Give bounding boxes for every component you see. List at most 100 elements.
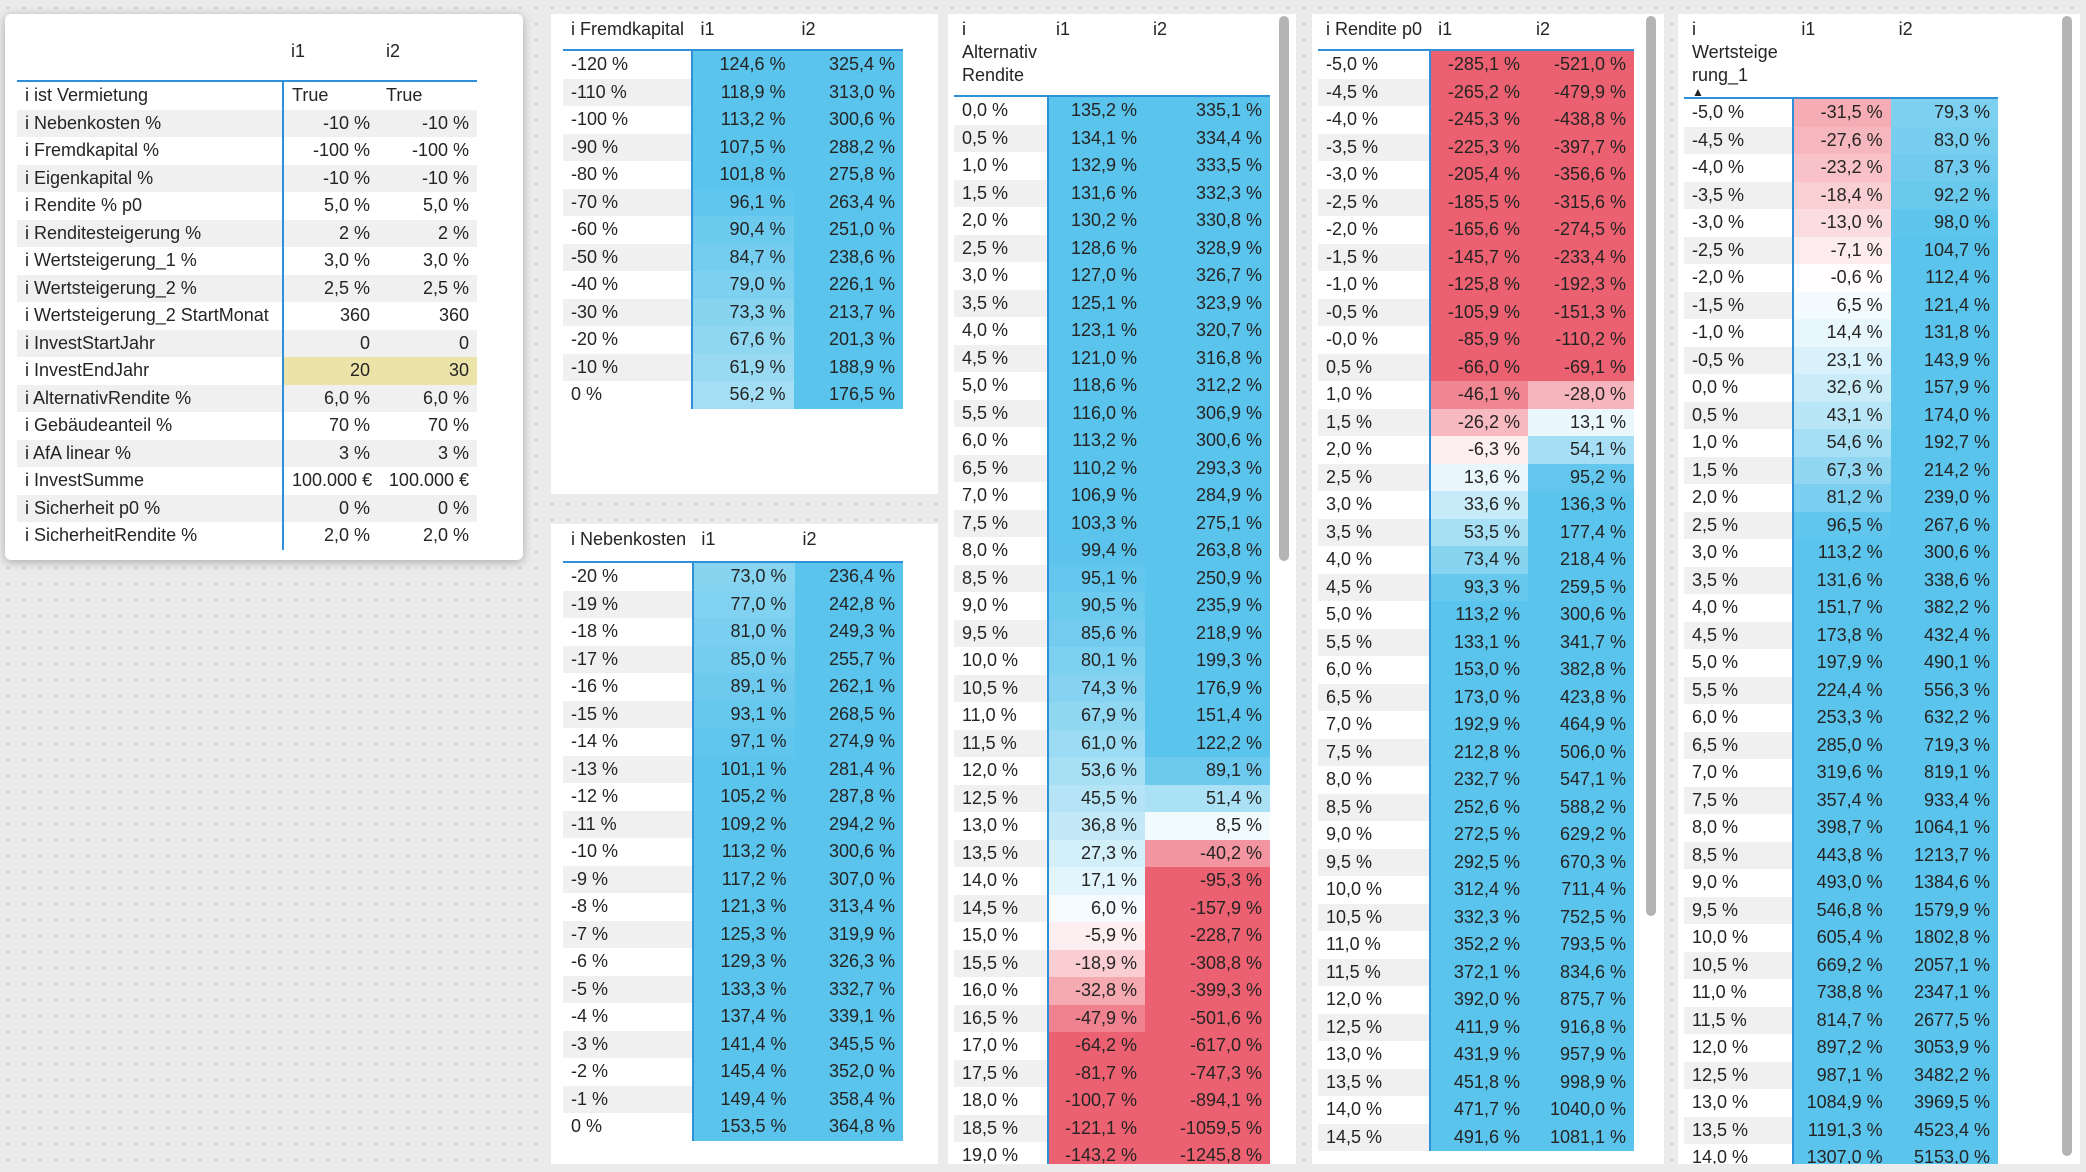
value-cell-i1[interactable]: 43,1 % (1793, 401, 1891, 429)
value-cell-i1[interactable]: 987,1 % (1793, 1061, 1891, 1089)
alternativ-header-i2[interactable]: i2 (1145, 14, 1270, 97)
value-cell-i1[interactable]: -5,9 % (1048, 922, 1145, 950)
value-cell-i2[interactable]: 249,3 % (794, 618, 903, 646)
value-cell-i2[interactable]: 916,8 % (1527, 1013, 1634, 1041)
value-cell-i1[interactable]: 84,7 % (692, 243, 794, 271)
value-cell-i1[interactable]: 149,4 % (693, 1085, 795, 1113)
value-cell-i2[interactable]: 326,3 % (794, 948, 903, 976)
value-cell-i1[interactable]: 252,6 % (1430, 793, 1528, 821)
value-cell-i1[interactable]: -26,2 % (1430, 408, 1528, 436)
value-cell-i2[interactable]: 326,7 % (1145, 262, 1270, 290)
value-cell-i2[interactable]: 339,1 % (794, 1003, 903, 1031)
value-cell-i2[interactable]: 259,5 % (1527, 573, 1634, 601)
value-cell-i2[interactable]: 275,1 % (1145, 509, 1270, 537)
value-cell-i2[interactable]: 267,6 % (1890, 511, 1998, 539)
params-value-i2[interactable]: -10 % (378, 164, 477, 192)
value-cell-i2[interactable]: 300,6 % (1890, 539, 1998, 567)
rendite-header-i2[interactable]: i2 (1527, 14, 1634, 51)
value-cell-i2[interactable]: 588,2 % (1527, 793, 1634, 821)
value-cell-i1[interactable]: -18,9 % (1048, 949, 1145, 977)
value-cell-i1[interactable]: 73,0 % (693, 562, 795, 591)
value-cell-i1[interactable]: -143,2 % (1048, 1142, 1145, 1164)
value-cell-i1[interactable]: 212,8 % (1430, 738, 1528, 766)
value-cell-i2[interactable]: 262,1 % (794, 673, 903, 701)
value-cell-i1[interactable]: 123,1 % (1048, 317, 1145, 345)
value-cell-i2[interactable]: 506,0 % (1527, 738, 1634, 766)
value-cell-i1[interactable]: 105,2 % (693, 783, 795, 811)
value-cell-i2[interactable]: 313,4 % (794, 893, 903, 921)
value-cell-i2[interactable]: 2057,1 % (1890, 951, 1998, 979)
value-cell-i2[interactable]: 300,6 % (1527, 601, 1634, 629)
value-cell-i2[interactable]: -151,3 % (1527, 298, 1634, 326)
value-cell-i2[interactable]: 3482,2 % (1890, 1061, 1998, 1089)
value-cell-i2[interactable]: 3969,5 % (1890, 1089, 1998, 1117)
value-cell-i2[interactable]: 143,9 % (1890, 346, 1998, 374)
value-cell-i1[interactable]: 110,2 % (1048, 454, 1145, 482)
value-cell-i2[interactable]: 382,8 % (1527, 656, 1634, 684)
fremdkapital-header-i2[interactable]: i2 (793, 14, 903, 51)
value-cell-i2[interactable]: 213,7 % (793, 298, 903, 326)
value-cell-i1[interactable]: 133,3 % (693, 975, 795, 1003)
value-cell-i2[interactable]: 293,3 % (1145, 454, 1270, 482)
params-value-i2[interactable]: True (386, 85, 423, 105)
value-cell-i2[interactable]: 334,4 % (1145, 124, 1270, 152)
value-cell-i2[interactable]: 177,4 % (1527, 518, 1634, 546)
value-cell-i2[interactable]: 263,4 % (793, 188, 903, 216)
value-cell-i2[interactable]: 176,5 % (793, 381, 903, 409)
nebenkosten-header-i1[interactable]: i1 (693, 524, 795, 563)
value-cell-i2[interactable]: 2347,1 % (1890, 979, 1998, 1007)
value-cell-i1[interactable]: 398,7 % (1793, 814, 1891, 842)
value-cell-i1[interactable]: 14,4 % (1793, 319, 1891, 347)
value-cell-i2[interactable]: 312,2 % (1145, 372, 1270, 400)
fremdkapital-header-i1[interactable]: i1 (692, 14, 794, 51)
value-cell-i2[interactable]: 793,5 % (1527, 931, 1634, 959)
value-cell-i1[interactable]: 33,6 % (1430, 491, 1528, 519)
value-cell-i2[interactable]: 834,6 % (1527, 958, 1634, 986)
value-cell-i1[interactable]: 669,2 % (1793, 951, 1891, 979)
value-cell-i1[interactable]: 27,3 % (1048, 839, 1145, 867)
value-cell-i2[interactable]: 136,3 % (1527, 491, 1634, 519)
value-cell-i2[interactable]: -1059,5 % (1145, 1114, 1270, 1142)
value-cell-i1[interactable]: 113,2 % (693, 838, 795, 866)
params-value-i2[interactable]: 2,5 % (378, 274, 477, 302)
value-cell-i1[interactable]: 61,0 % (1048, 729, 1145, 757)
wertsteigerung-panel[interactable]: i Wertsteige rung_1 ▲ i1 i2 -5,0 % -31,5 … (1678, 14, 2080, 1164)
value-cell-i2[interactable]: 51,4 % (1145, 784, 1270, 812)
value-cell-i1[interactable]: 97,1 % (693, 728, 795, 756)
value-cell-i1[interactable]: 90,5 % (1048, 592, 1145, 620)
value-cell-i1[interactable]: 99,4 % (1048, 537, 1145, 565)
value-cell-i2[interactable]: -747,3 % (1145, 1059, 1270, 1087)
value-cell-i2[interactable]: 1802,8 % (1890, 924, 1998, 952)
value-cell-i2[interactable]: 5153,0 % (1890, 1144, 1998, 1164)
value-cell-i2[interactable]: 338,6 % (1890, 566, 1998, 594)
value-cell-i2[interactable]: 333,5 % (1145, 152, 1270, 180)
value-cell-i1[interactable]: 95,1 % (1048, 564, 1145, 592)
value-cell-i2[interactable]: 151,4 % (1145, 702, 1270, 730)
value-cell-i1[interactable]: 67,3 % (1793, 456, 1891, 484)
value-cell-i1[interactable]: 392,0 % (1430, 986, 1528, 1014)
value-cell-i1[interactable]: -100,7 % (1048, 1087, 1145, 1115)
value-cell-i1[interactable]: 197,9 % (1793, 649, 1891, 677)
value-cell-i1[interactable]: -66,0 % (1430, 353, 1528, 381)
value-cell-i1[interactable]: 814,7 % (1793, 1006, 1891, 1034)
params-value-i1[interactable]: 70 % (328, 415, 370, 435)
value-cell-i2[interactable]: 300,6 % (794, 838, 903, 866)
alternativ-scrollbar[interactable] (1279, 16, 1289, 561)
value-cell-i1[interactable]: 85,6 % (1048, 619, 1145, 647)
value-cell-i2[interactable]: 341,7 % (1527, 628, 1634, 656)
value-cell-i1[interactable]: 80,1 % (1048, 647, 1145, 675)
value-cell-i1[interactable]: 1307,0 % (1793, 1144, 1891, 1164)
value-cell-i1[interactable]: -47,9 % (1048, 1004, 1145, 1032)
value-cell-i2[interactable]: 423,8 % (1527, 683, 1634, 711)
value-cell-i2[interactable]: 8,5 % (1145, 812, 1270, 840)
value-cell-i2[interactable]: 323,9 % (1145, 289, 1270, 317)
rendite-panel[interactable]: i Rendite p0 i1 i2 -5,0 % -285,1 % -521,0 … (1312, 14, 1664, 1164)
nebenkosten-header-label[interactable]: i Nebenkosten (563, 524, 694, 563)
value-cell-i1[interactable]: 67,6 % (692, 326, 794, 354)
value-cell-i1[interactable]: 67,9 % (1048, 702, 1145, 730)
value-cell-i2[interactable]: 3053,9 % (1890, 1034, 1998, 1062)
value-cell-i2[interactable]: -308,8 % (1145, 949, 1270, 977)
value-cell-i2[interactable]: -521,0 % (1527, 50, 1634, 79)
value-cell-i1[interactable]: 141,4 % (693, 1030, 795, 1058)
fremdkapital-header-label[interactable]: i Fremdkapital (563, 14, 693, 51)
